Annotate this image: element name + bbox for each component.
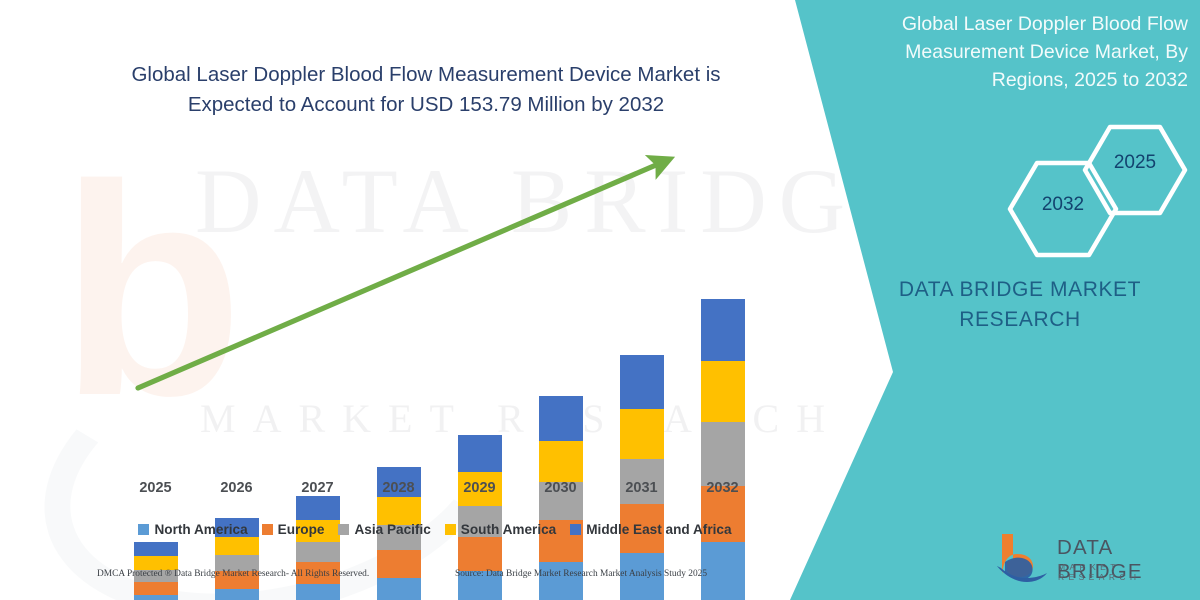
legend-label: Asia Pacific: [354, 521, 431, 537]
panel-content: Global Laser Doppler Blood Flow Measurem…: [840, 0, 1200, 600]
legend-swatch-icon: [570, 523, 582, 535]
bar-column: [457, 435, 502, 600]
bar-segment: [376, 578, 421, 600]
bar-segment: [133, 595, 178, 600]
legend-swatch-icon: [444, 523, 456, 535]
footer-source: Source: Data Bridge Market Research Mark…: [455, 569, 708, 579]
logo-wordmark: DATA BRIDGE: [1057, 536, 1143, 583]
hexagon-end-year: 2025: [1080, 122, 1190, 223]
bar-segment: [457, 506, 502, 537]
bar-segment: [295, 562, 340, 584]
x-axis-label: 2030: [544, 480, 577, 496]
bar-segment: [619, 409, 664, 459]
legend-label: Middle East and Africa: [586, 521, 732, 537]
bar-segment: [619, 459, 664, 504]
x-axis-label: 2029: [463, 480, 496, 496]
legend-swatch-icon: [338, 523, 350, 535]
bar-segment: [457, 571, 502, 600]
bar-segment: [700, 361, 745, 422]
bar-segment: [214, 589, 259, 600]
bar-segment: [214, 571, 259, 589]
panel-brand-name: DATA BRIDGE MARKET RESEARCH: [898, 278, 1142, 331]
legend-item-south-america[interactable]: South America: [444, 521, 557, 537]
bar-segment: [457, 537, 502, 571]
bar-segment: [295, 496, 340, 520]
x-axis-label: 2026: [220, 480, 253, 496]
bar-segment: [700, 299, 745, 361]
bar-segment: [538, 441, 583, 482]
bar-segment: [538, 396, 583, 441]
bar-segment: [538, 562, 583, 600]
x-axis-label: 2028: [382, 480, 415, 496]
bar-segment: [700, 542, 745, 600]
company-logo: DATA BRIDGE MARKET RESEARCH: [995, 528, 1190, 586]
x-axis-label: 2031: [625, 480, 658, 496]
bar-column: [700, 299, 745, 600]
chart-legend: North America Europe Asia Pacific South Ame…: [90, 518, 780, 540]
bar-segment: [214, 537, 259, 555]
bar-segment: [295, 520, 340, 542]
bar-segment: [538, 482, 583, 520]
hexagon-group: 2025 2032: [920, 120, 1190, 258]
bar-segment: [376, 550, 421, 578]
bar-segment: [214, 518, 259, 537]
legend-label: South America: [460, 521, 557, 537]
bar-segment: [133, 570, 178, 582]
legend-swatch-icon: [261, 523, 273, 535]
hexagon-outline-icon: [1082, 124, 1188, 216]
legend-item-middle-east-and-africa[interactable]: Middle East and Africa: [570, 521, 732, 537]
hexagon-outline-icon: [1007, 160, 1119, 258]
legend-label: North America: [154, 521, 248, 537]
bar-column: [214, 518, 259, 600]
legend-item-north-america[interactable]: North America: [138, 521, 248, 537]
bar-segment: [457, 472, 502, 506]
x-axis-labels: 2025 2026 2027 2028 2029 2030 2031 2032: [90, 480, 780, 502]
bar-segment: [700, 422, 745, 486]
bar-segment: [457, 435, 502, 472]
bar-column: [133, 542, 178, 600]
bar-segment: [295, 542, 340, 562]
bar-column: [376, 467, 421, 600]
legend-item-europe[interactable]: Europe: [261, 521, 325, 537]
legend-label: Europe: [277, 521, 325, 537]
data-bridge-mark-icon: [997, 534, 1047, 582]
bar-segment: [133, 556, 178, 570]
hexagon-start-year: 2032: [1005, 158, 1121, 265]
stacked-bar-chart: [90, 140, 780, 600]
bar-segment: [619, 355, 664, 409]
legend-swatch-icon: [138, 523, 150, 535]
bar-segment: [376, 497, 421, 525]
x-axis-label: 2032: [706, 480, 739, 496]
hexagon-end-year-label: 2025: [1113, 152, 1157, 173]
hexagon-start-year-label: 2032: [1041, 194, 1085, 215]
footer-copyright: DMCA Protected ® Data Bridge Market Rese…: [97, 569, 370, 579]
x-axis-label: 2027: [301, 480, 334, 496]
bar-segment: [133, 582, 178, 595]
bar-segment: [700, 486, 745, 542]
page-title: Global Laser Doppler Blood Flow Measurem…: [131, 63, 721, 116]
bar-column: [295, 496, 340, 600]
bar-segment: [376, 467, 421, 497]
logo-subtext: MARKET RESEARCH: [1058, 562, 1141, 582]
bar-segment: [295, 584, 340, 600]
bar-segment: [376, 525, 421, 550]
bar-column: [619, 355, 664, 600]
bar-segment: [214, 555, 259, 571]
panel-title: Global Laser Doppler Blood Flow Measurem…: [901, 13, 1188, 91]
legend-item-asia-pacific[interactable]: Asia Pacific: [338, 521, 431, 537]
bar-segment: [619, 553, 664, 600]
bar-segment: [619, 504, 664, 553]
x-axis-label: 2025: [139, 480, 172, 496]
bar-segment: [133, 542, 178, 556]
